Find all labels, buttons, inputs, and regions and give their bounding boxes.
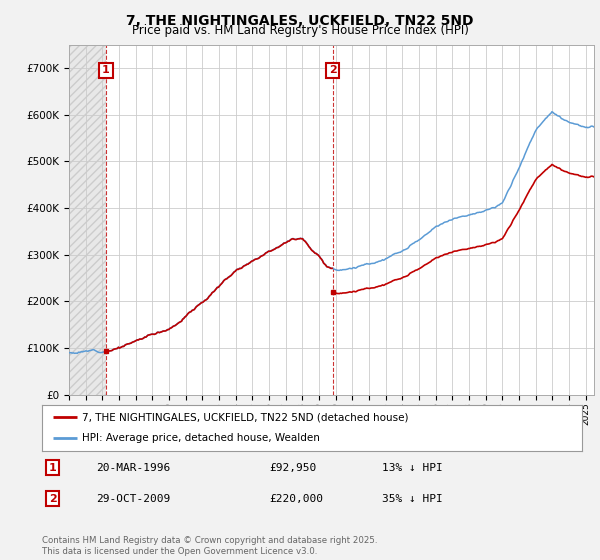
Text: 35% ↓ HPI: 35% ↓ HPI [382, 494, 443, 503]
Text: £220,000: £220,000 [269, 494, 323, 503]
Text: 2: 2 [329, 66, 337, 76]
Text: 2: 2 [49, 494, 56, 503]
Text: 7, THE NIGHTINGALES, UCKFIELD, TN22 5ND: 7, THE NIGHTINGALES, UCKFIELD, TN22 5ND [126, 14, 474, 28]
Text: Price paid vs. HM Land Registry's House Price Index (HPI): Price paid vs. HM Land Registry's House … [131, 24, 469, 37]
Text: £92,950: £92,950 [269, 463, 316, 473]
Bar [69, 45, 106, 395]
Text: 1: 1 [49, 463, 56, 473]
Text: 20-MAR-1996: 20-MAR-1996 [96, 463, 170, 473]
Text: 1: 1 [102, 66, 110, 76]
Text: Contains HM Land Registry data © Crown copyright and database right 2025.
This d: Contains HM Land Registry data © Crown c… [42, 536, 377, 556]
Text: 7, THE NIGHTINGALES, UCKFIELD, TN22 5ND (detached house): 7, THE NIGHTINGALES, UCKFIELD, TN22 5ND … [83, 412, 409, 422]
Text: 29-OCT-2009: 29-OCT-2009 [96, 494, 170, 503]
Text: HPI: Average price, detached house, Wealden: HPI: Average price, detached house, Weal… [83, 433, 320, 444]
Text: 13% ↓ HPI: 13% ↓ HPI [382, 463, 443, 473]
